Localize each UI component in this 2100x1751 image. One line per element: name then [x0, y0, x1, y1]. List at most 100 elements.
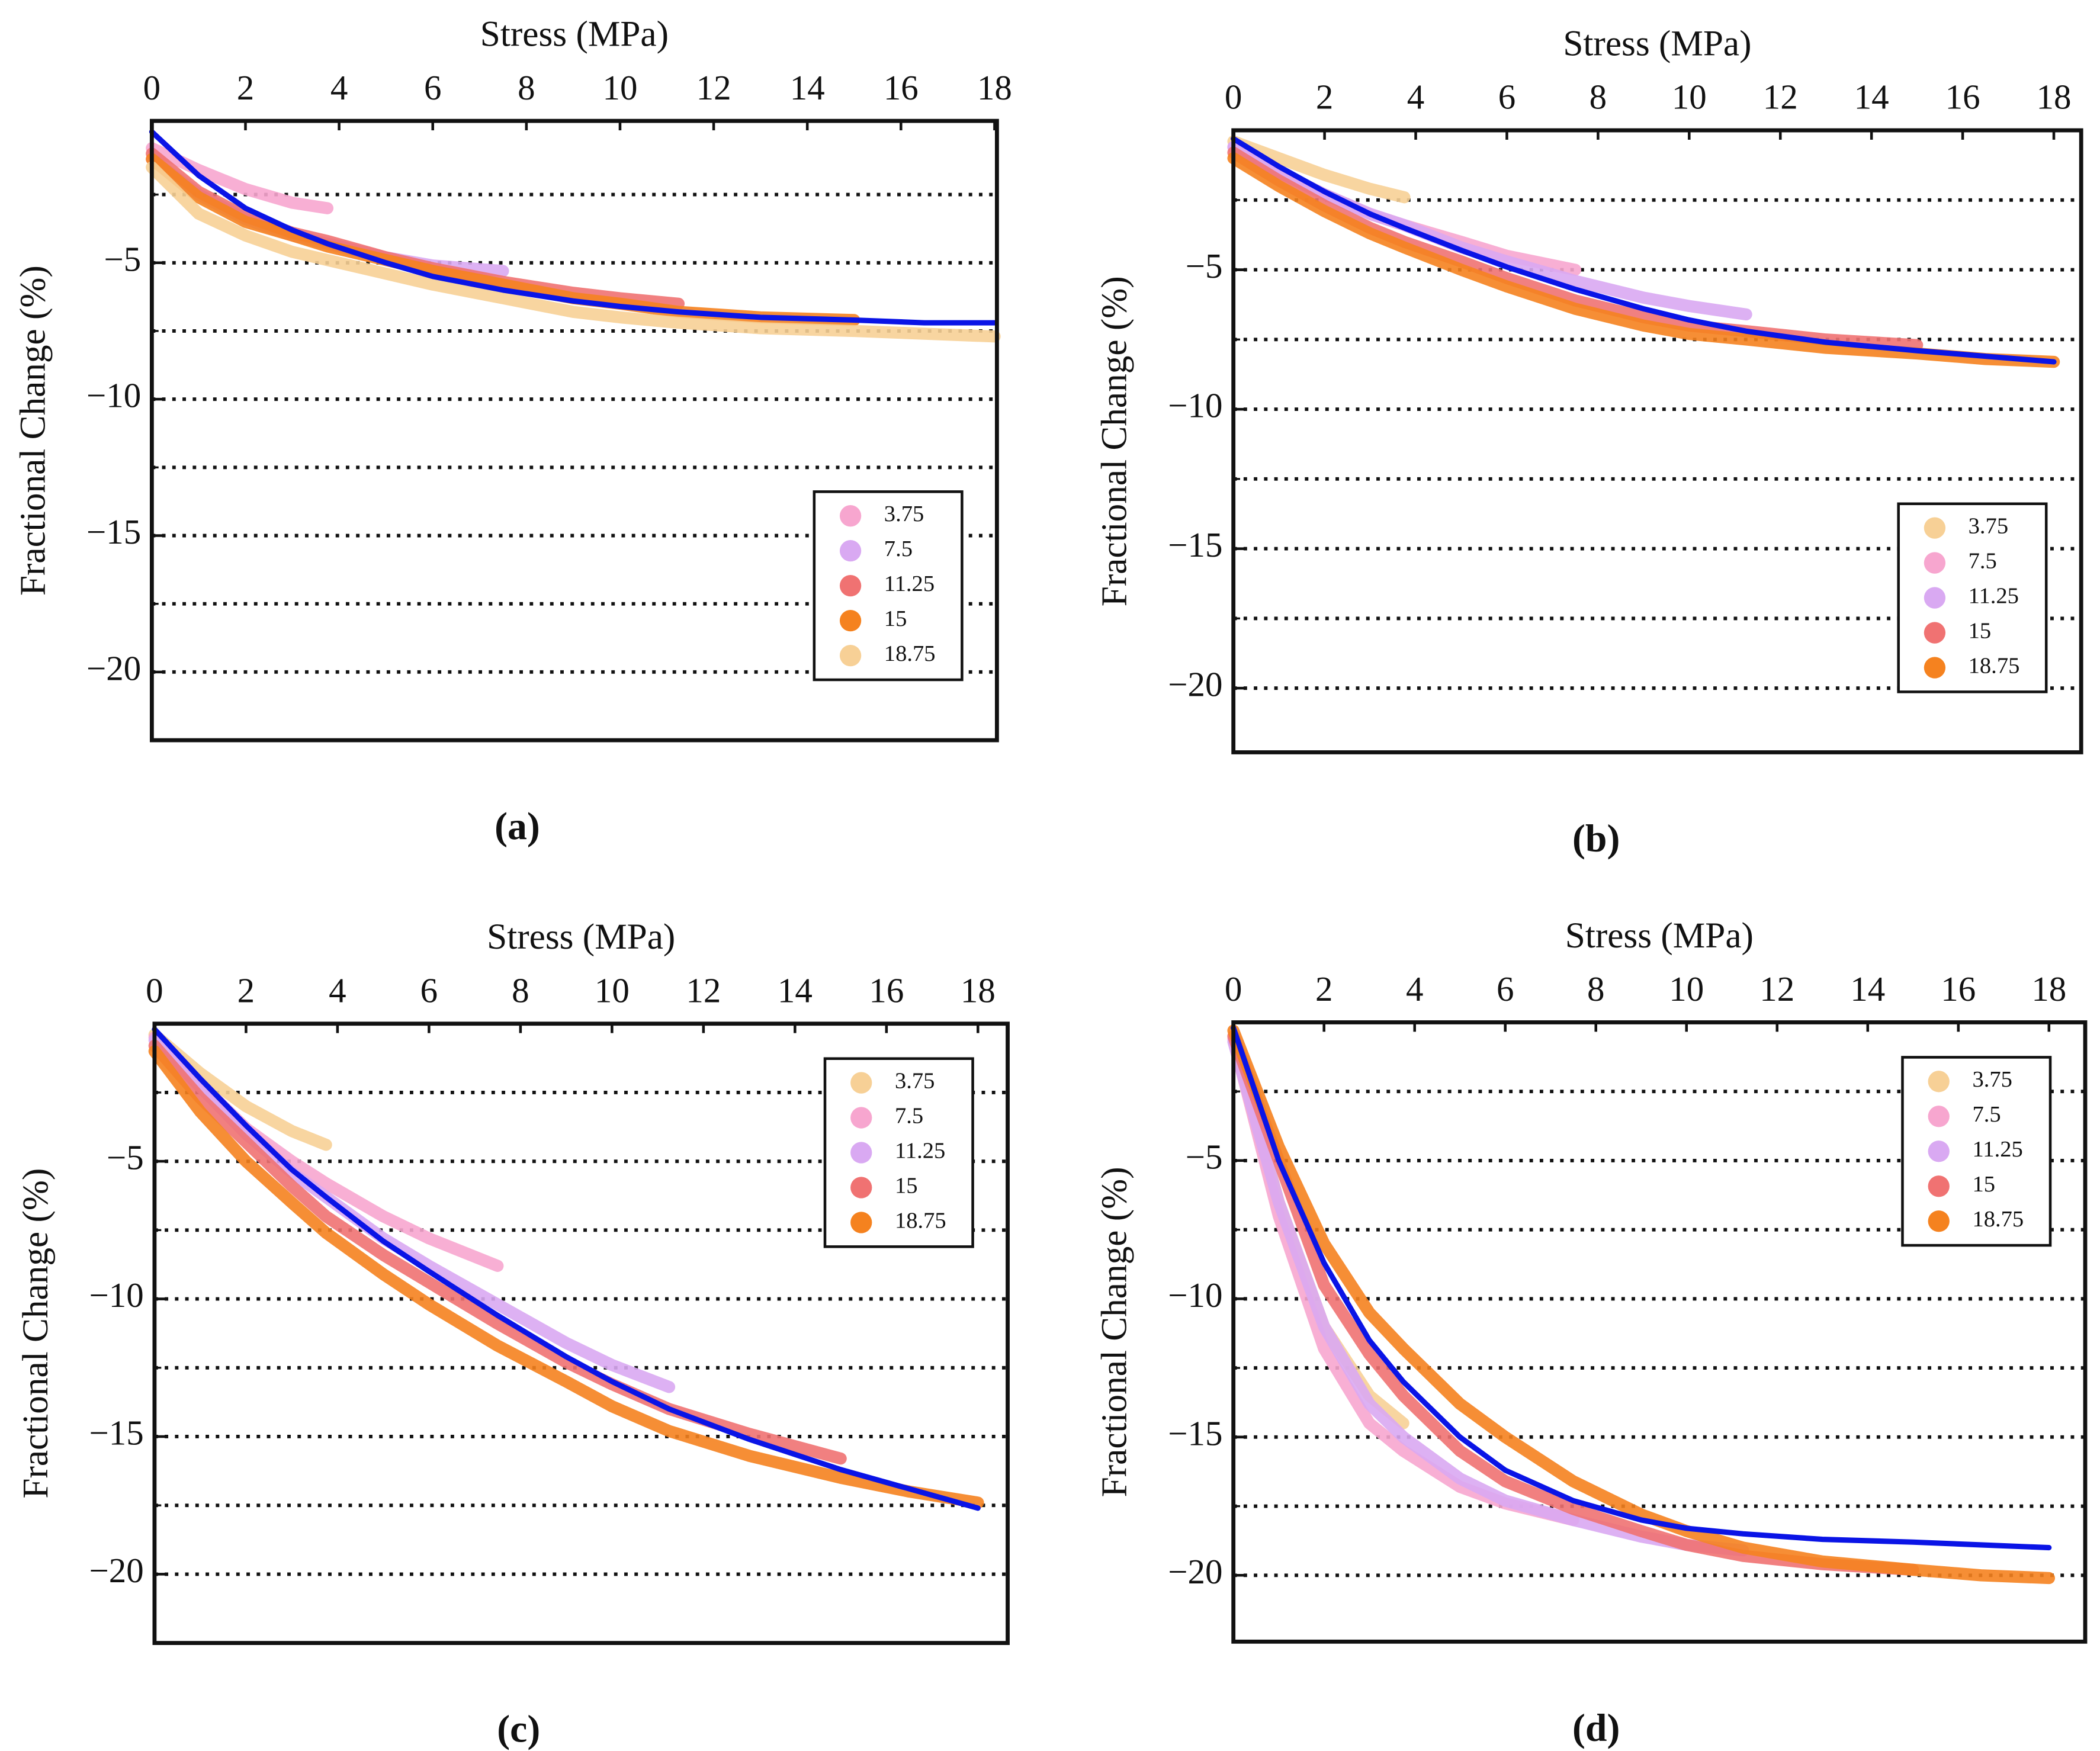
y-tick-label: −20: [89, 1551, 144, 1590]
panel-caption: (a): [495, 805, 540, 848]
plot-frame: [149, 118, 999, 743]
x-tick-label: 8: [1590, 78, 1607, 117]
y-tick-label: −20: [86, 648, 141, 687]
x-tick-label: 16: [869, 971, 904, 1010]
legend-swatch: [839, 609, 862, 632]
legend-swatch: [1924, 552, 1946, 574]
legend-label: 18.75: [1969, 653, 2020, 678]
legend-label: 15: [884, 606, 907, 631]
x-tick-label: 4: [329, 971, 346, 1010]
legend-swatch: [1924, 657, 1946, 679]
x-tick-label: 12: [686, 971, 721, 1010]
y-tick-label: −10: [89, 1276, 144, 1315]
panel-caption: (d): [1572, 1706, 1620, 1749]
data-band: [1227, 1024, 2056, 1585]
legend-swatch: [850, 1212, 872, 1233]
legend-label: 3.75: [1969, 513, 2008, 538]
legend-label: 3.75: [1972, 1067, 2012, 1092]
y-tick-label: −20: [1168, 1552, 1222, 1591]
legend-label: 11.25: [895, 1138, 945, 1163]
legend-swatch: [839, 540, 862, 562]
legend-label: 15: [895, 1173, 918, 1198]
fit-line: [1231, 1025, 2052, 1551]
x-tick-label: 8: [518, 68, 535, 107]
panel: 0 2 4 6 8 10 12 14 16 18 −5 −10 −15 −20 Stress (MPa) Fr…: [12, 14, 1012, 849]
x-tick-label: 10: [602, 68, 637, 107]
legend-swatch: [1924, 622, 1946, 644]
legend-swatch: [850, 1177, 872, 1199]
x-tick-label: 4: [1407, 78, 1424, 117]
legend-swatch: [839, 505, 862, 527]
x-tick-label: 16: [884, 68, 919, 107]
legend-swatch: [850, 1142, 872, 1164]
x-tick-label: 8: [512, 971, 529, 1010]
x-tick-label: 12: [1763, 78, 1798, 117]
x-tick-label: 0: [1225, 969, 1242, 1008]
x-tick-label: 18: [2031, 969, 2066, 1008]
x-tick-label: 2: [237, 971, 255, 1010]
x-tick-label: 16: [1945, 78, 1980, 117]
legend-swatch: [839, 574, 862, 597]
x-tick-label: 18: [961, 971, 996, 1010]
x-tick-label: 2: [1315, 969, 1332, 1008]
y-axis-title: Fractional Change (%): [15, 1168, 56, 1499]
x-tick-label: 12: [696, 68, 731, 107]
x-axis-title: Stress (MPa): [1565, 915, 1754, 956]
y-axis-title: Fractional Change (%): [1094, 276, 1135, 606]
y-tick-label: −15: [89, 1413, 144, 1453]
y-tick-label: −5: [1186, 246, 1223, 285]
legend-swatch: [839, 644, 862, 667]
x-tick-label: 6: [1497, 969, 1514, 1008]
data-band: [1227, 152, 2060, 368]
x-tick-label: 8: [1587, 969, 1604, 1008]
y-tick-label: −5: [107, 1138, 144, 1177]
x-axis-title: Stress (MPa): [487, 917, 675, 957]
legend-label: 18.75: [895, 1208, 946, 1233]
x-tick-label: 10: [1669, 969, 1704, 1008]
legend-label: 7.5: [884, 536, 913, 561]
panel-caption: (c): [497, 1708, 540, 1751]
legend-label: 11.25: [884, 571, 935, 596]
x-tick-label: 2: [237, 68, 254, 107]
legend-box: [823, 1057, 974, 1248]
legend-label: 7.5: [1969, 548, 1997, 573]
x-tick-label: 0: [1225, 78, 1242, 117]
x-tick-label: 16: [1941, 969, 1976, 1008]
fit-line: [1231, 136, 2057, 365]
y-tick-label: −15: [1168, 1413, 1222, 1453]
x-tick-label: 6: [420, 971, 438, 1010]
x-axis-title: Stress (MPa): [1563, 23, 1751, 63]
x-axis-title: Stress (MPa): [480, 14, 669, 54]
x-tick-label: 14: [1854, 78, 1889, 117]
legend-label: 15: [1972, 1172, 1995, 1197]
legend-label: 11.25: [1969, 583, 2019, 608]
legend-swatch: [1928, 1071, 1950, 1093]
x-tick-label: 4: [330, 68, 348, 107]
y-tick-label: −10: [1168, 1276, 1222, 1315]
x-tick-label: 18: [2037, 78, 2072, 117]
fit-line: [149, 129, 997, 326]
legend-swatch: [1924, 517, 1946, 539]
y-tick-label: −10: [86, 376, 141, 415]
y-tick-label: −5: [104, 239, 141, 278]
plot-frame: [1231, 128, 2083, 754]
x-tick-label: 0: [146, 971, 163, 1010]
legend-box: [813, 490, 964, 682]
legend-swatch: [1928, 1210, 1950, 1232]
legend-swatch: [1924, 587, 1946, 609]
legend-swatch: [850, 1072, 872, 1094]
legend-box: [1897, 502, 2048, 693]
x-tick-label: 18: [977, 68, 1012, 107]
x-tick-label: 10: [1672, 78, 1707, 117]
legend-label: 7.5: [1972, 1102, 2001, 1127]
y-tick-label: −10: [1168, 386, 1222, 425]
panel: 0 2 4 6 8 10 12 14 16 18 −5 −10 −15 −20 Stress (MPa) Fr…: [1094, 23, 2083, 860]
legend-label: 15: [1969, 618, 1992, 643]
legend-box: [1901, 1056, 2052, 1247]
y-tick-label: −15: [86, 512, 141, 551]
panel-caption: (b): [1572, 817, 1620, 860]
x-tick-label: 6: [424, 68, 441, 107]
legend-label: 18.75: [884, 641, 936, 666]
x-tick-label: 10: [595, 971, 630, 1010]
